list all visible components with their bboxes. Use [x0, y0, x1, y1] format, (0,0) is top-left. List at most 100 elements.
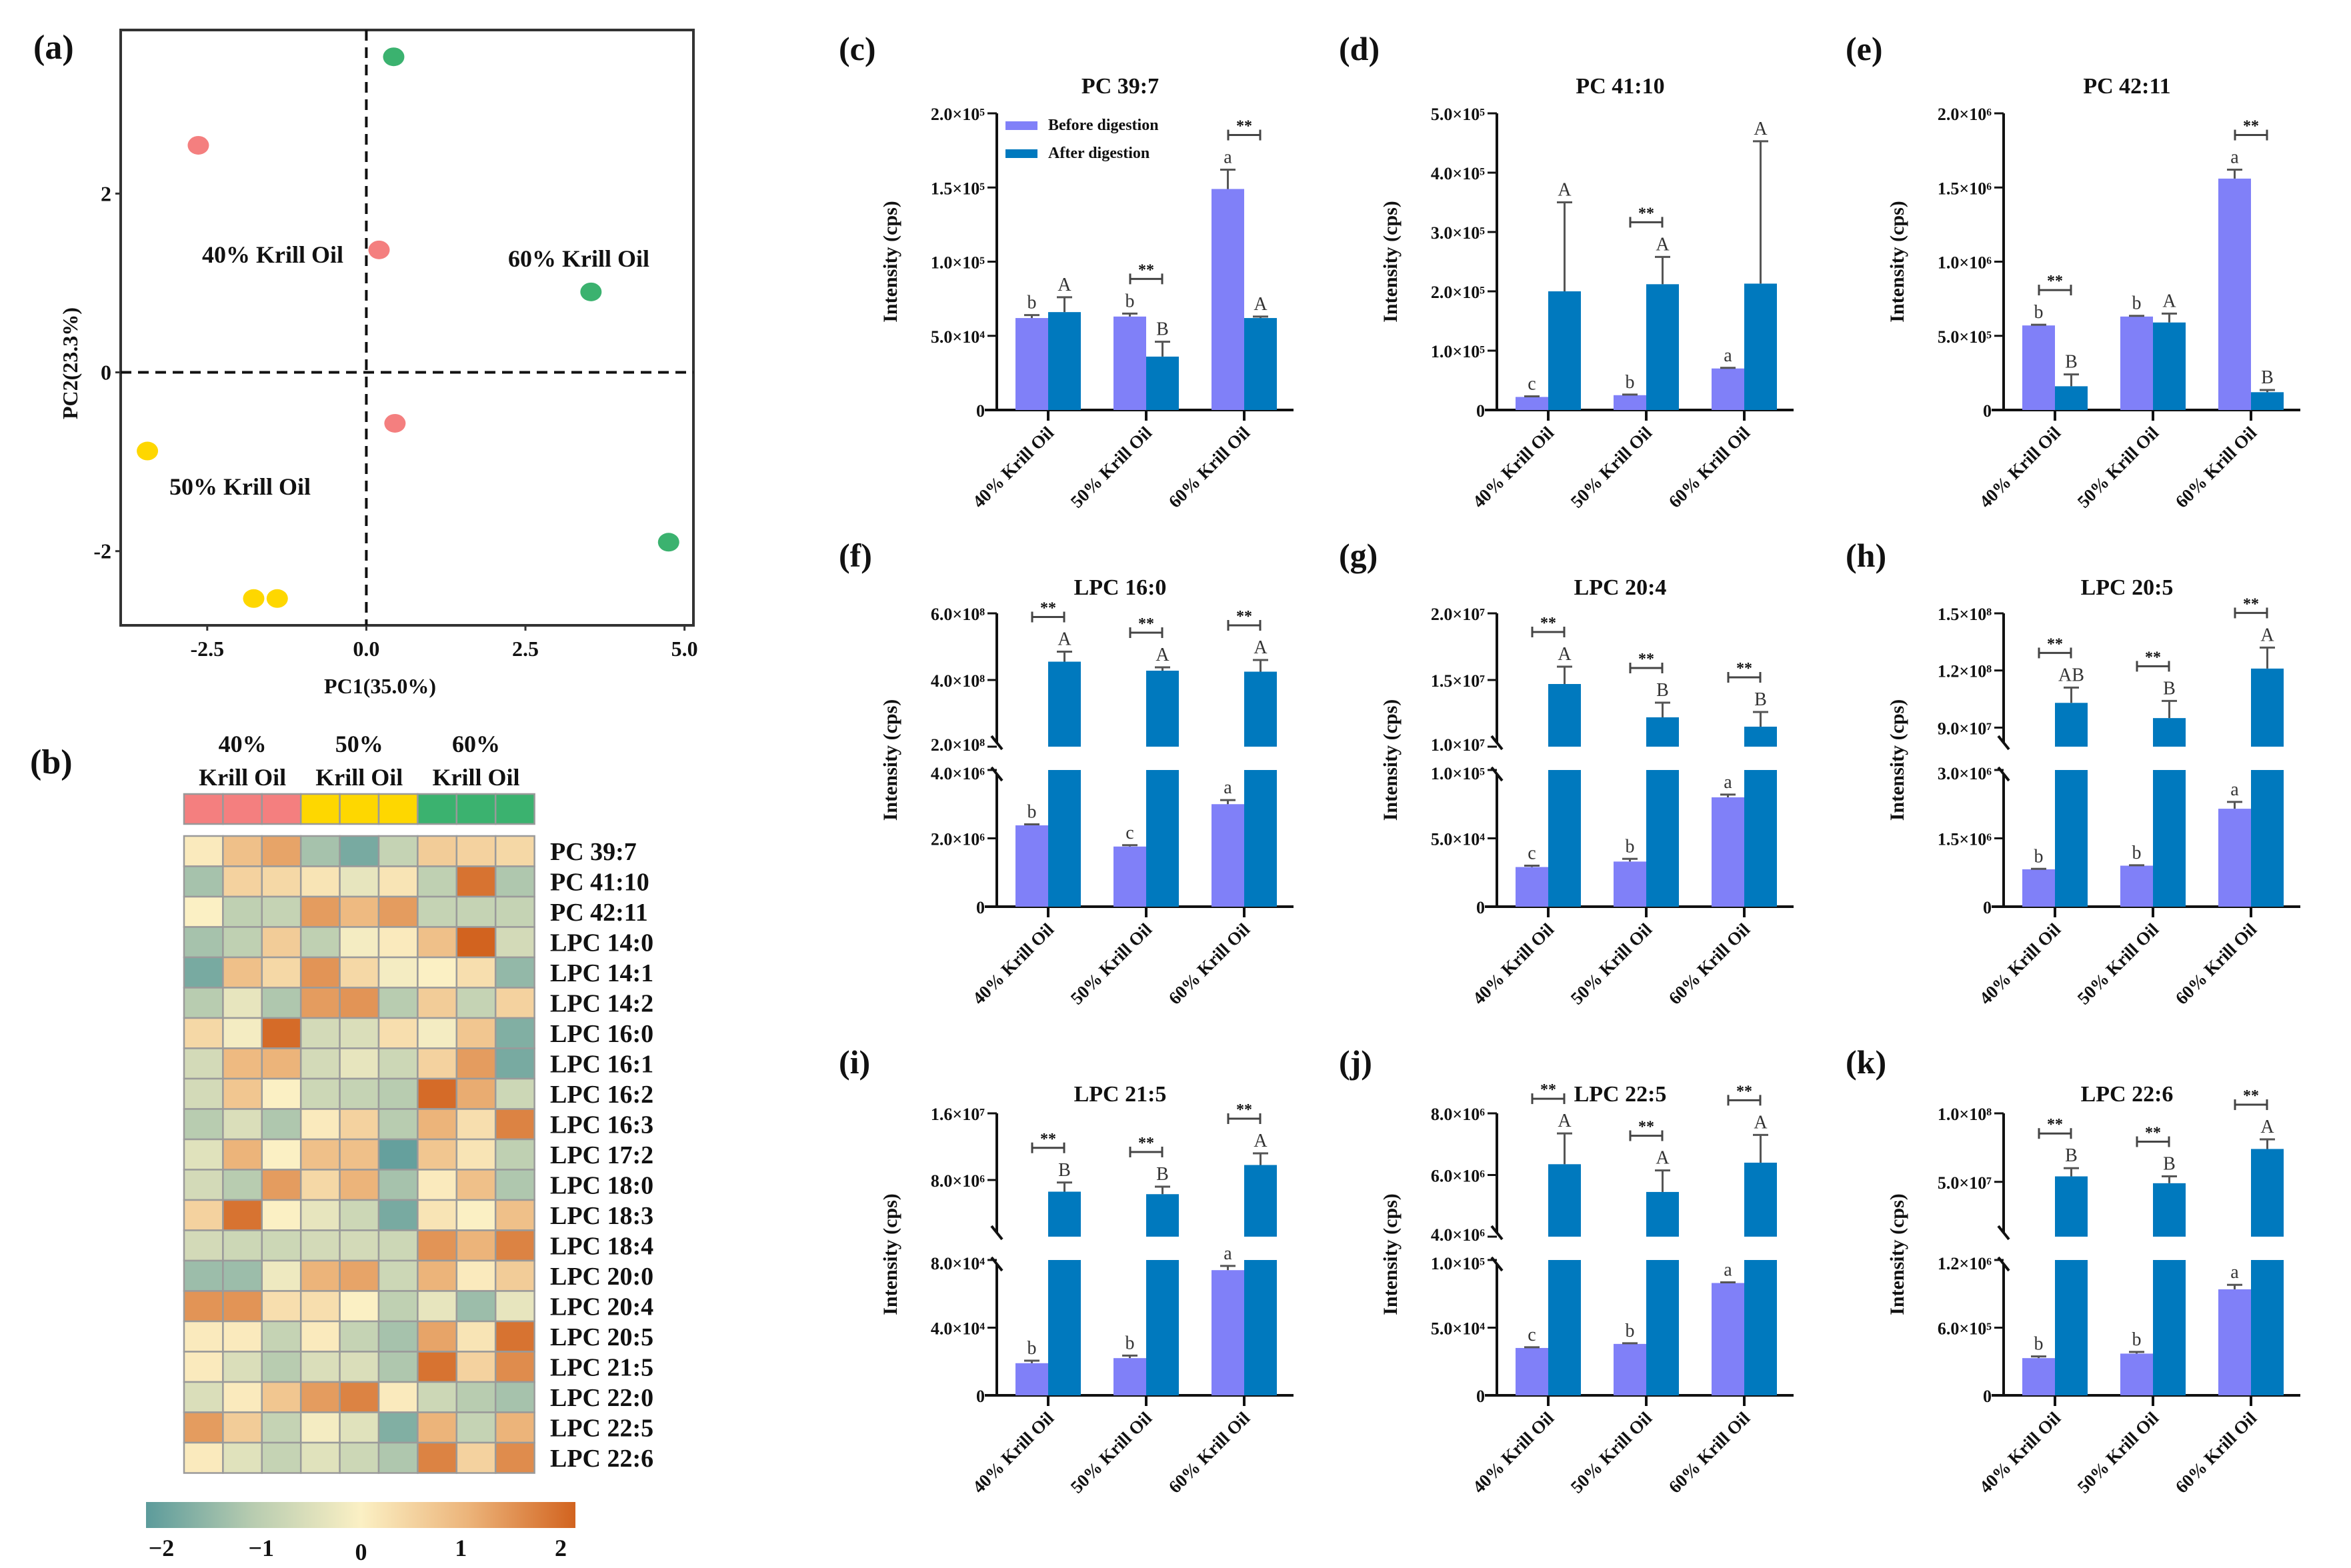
significance-letter: b [2034, 846, 2044, 867]
significance-stars: ** [1236, 1101, 1252, 1119]
heatmap-row-label: LPC 16:2 [550, 1081, 653, 1109]
heatmap-cell [183, 1320, 224, 1353]
heatmap-cell [339, 1381, 380, 1413]
bar-after-digestion-lower [2055, 1260, 2088, 1395]
significance-letter: B [2065, 1145, 2078, 1166]
panel-label: (f) [839, 537, 872, 574]
bar-after-digestion-upper [1548, 684, 1581, 747]
heatmap-cell [299, 1077, 341, 1110]
heatmap-cell [183, 1411, 224, 1444]
significance-letter: B [1156, 1164, 1169, 1185]
heatmap-cell [299, 865, 341, 898]
heatmap-cell [299, 1290, 341, 1323]
y-tick-label: 1.0×10⁵ [1431, 764, 1485, 783]
heatmap-cell [183, 1108, 224, 1141]
bar-after-digestion-lower [1244, 770, 1277, 907]
significance-letter: A [1558, 1111, 1572, 1131]
heatmap-cell [377, 1381, 419, 1413]
heatmap-cell [222, 1169, 263, 1201]
heatmap-cell [299, 956, 341, 989]
colorbar-tick-label: 0 [355, 1539, 367, 1565]
heatmap-cell [299, 1411, 341, 1444]
significance-stars: ** [2047, 1116, 2063, 1133]
y-axis-title: PC2(23.3%) [58, 307, 82, 419]
y-tick-label: 6.0×10⁵ [1938, 1319, 1992, 1339]
bar-after-digestion-upper [1244, 1165, 1277, 1237]
y-tick-label: 5.0×10⁷ [1938, 1173, 1992, 1193]
y-tick-label: 2.0×10⁸ [931, 735, 985, 755]
heatmap-row-label: PC 42:11 [550, 899, 648, 927]
heatmap-cell [455, 987, 497, 1019]
y-tick-label: 8.0×10⁶ [931, 1171, 985, 1191]
heatmap-cell [494, 835, 535, 867]
heatmap-cell [494, 865, 535, 898]
heatmap-cell [222, 1047, 263, 1080]
x-category-label: 60% Krill Oil [1665, 423, 1754, 512]
y-tick-label: 0 [1983, 898, 1992, 917]
heatmap-cell [494, 987, 535, 1019]
heatmap-cell [183, 1381, 224, 1413]
heatmap-cell [455, 1017, 497, 1049]
heatmap-cell [494, 926, 535, 959]
significance-letter: b [2132, 293, 2142, 314]
panel-label: (e) [1846, 30, 1883, 67]
bar-after-digestion [2251, 392, 2284, 410]
heatmap-row-label: LPC 20:4 [550, 1293, 653, 1321]
y-tick-label: 6.0×10⁶ [1431, 1167, 1485, 1186]
y-tick-label: 1.0×10⁵ [1431, 1254, 1485, 1273]
colorbar-tick-label: 2 [555, 1535, 567, 1561]
x-tick-label: 2.5 [512, 637, 539, 661]
x-tick-label: 0.0 [353, 637, 379, 661]
x-category-label: 50% Krill Oil [1567, 919, 1656, 1009]
x-category-label: 60% Krill Oil [1165, 1408, 1254, 1497]
heatmap-row-label: LPC 18:0 [550, 1171, 653, 1199]
heatmap-cell [183, 865, 224, 898]
y-tick-label: 2.0×10⁷ [1431, 605, 1485, 624]
x-category-label: 40% Krill Oil [969, 1408, 1058, 1497]
bar-before-digestion [1212, 1270, 1244, 1395]
significance-letter: b [1027, 1338, 1037, 1359]
y-tick-label: 2.0×10⁵ [931, 105, 985, 124]
significance-letter: B [2065, 352, 2078, 373]
bar-after-digestion-lower [2055, 770, 2088, 907]
bar-before-digestion [2120, 1353, 2153, 1395]
heatmap-cell [339, 1017, 380, 1049]
y-tick-label: 2 [101, 181, 111, 205]
y-tick-label: 1.0×10⁶ [1938, 253, 1992, 273]
significance-letter: c [1528, 843, 1536, 864]
bar-after-digestion-upper [1646, 717, 1679, 747]
significance-letter: c [1528, 374, 1536, 395]
heatmap-cell [339, 1290, 380, 1323]
heatmap-cell [494, 1077, 535, 1110]
heatmap-cell [455, 1320, 497, 1353]
x-category-label: 50% Krill Oil [2074, 423, 2163, 512]
heatmap-cell [299, 1381, 341, 1413]
legend-swatch-before [1005, 121, 1037, 130]
heatmap-cell [417, 1199, 458, 1231]
significance-letter: A [1254, 1131, 1268, 1151]
group-annotation: 50% Krill Oil [169, 473, 311, 500]
heatmap-cell [339, 1351, 380, 1383]
significance-letter: B [1058, 1160, 1071, 1181]
panel-title: LPC 20:5 [2081, 575, 2174, 600]
panel-label: (d) [1339, 30, 1380, 67]
bar-after-digestion-lower [2251, 1260, 2284, 1395]
heatmap-cell [417, 1077, 458, 1110]
heatmap-cell [222, 1351, 263, 1383]
significance-letter: c [1125, 823, 1133, 843]
heatmap-cell [417, 1138, 458, 1171]
heatmap-row-label: LPC 21:5 [550, 1353, 653, 1381]
heatmap-cell [339, 1169, 380, 1201]
y-tick-label: 0 [976, 898, 985, 917]
heatmap-cell [417, 1017, 458, 1049]
heatmap-cell [261, 1320, 302, 1353]
y-tick-label: 0 [1983, 401, 1992, 421]
x-tick-label: -2.5 [190, 637, 224, 661]
heatmap-cell [339, 987, 380, 1019]
heatmap-cell [417, 1047, 458, 1080]
heatmap-cell [417, 1320, 458, 1353]
heatmap-cell [183, 1169, 224, 1201]
y-tick-label: 1.0×10⁸ [1938, 1105, 1992, 1124]
significance-letter: a [2230, 1262, 2239, 1283]
